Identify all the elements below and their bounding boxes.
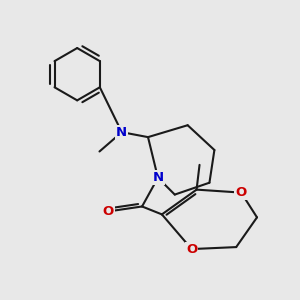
Text: N: N bbox=[152, 171, 164, 184]
Text: N: N bbox=[116, 126, 127, 139]
Text: O: O bbox=[186, 243, 197, 256]
Text: O: O bbox=[236, 186, 247, 199]
Text: O: O bbox=[103, 205, 114, 218]
